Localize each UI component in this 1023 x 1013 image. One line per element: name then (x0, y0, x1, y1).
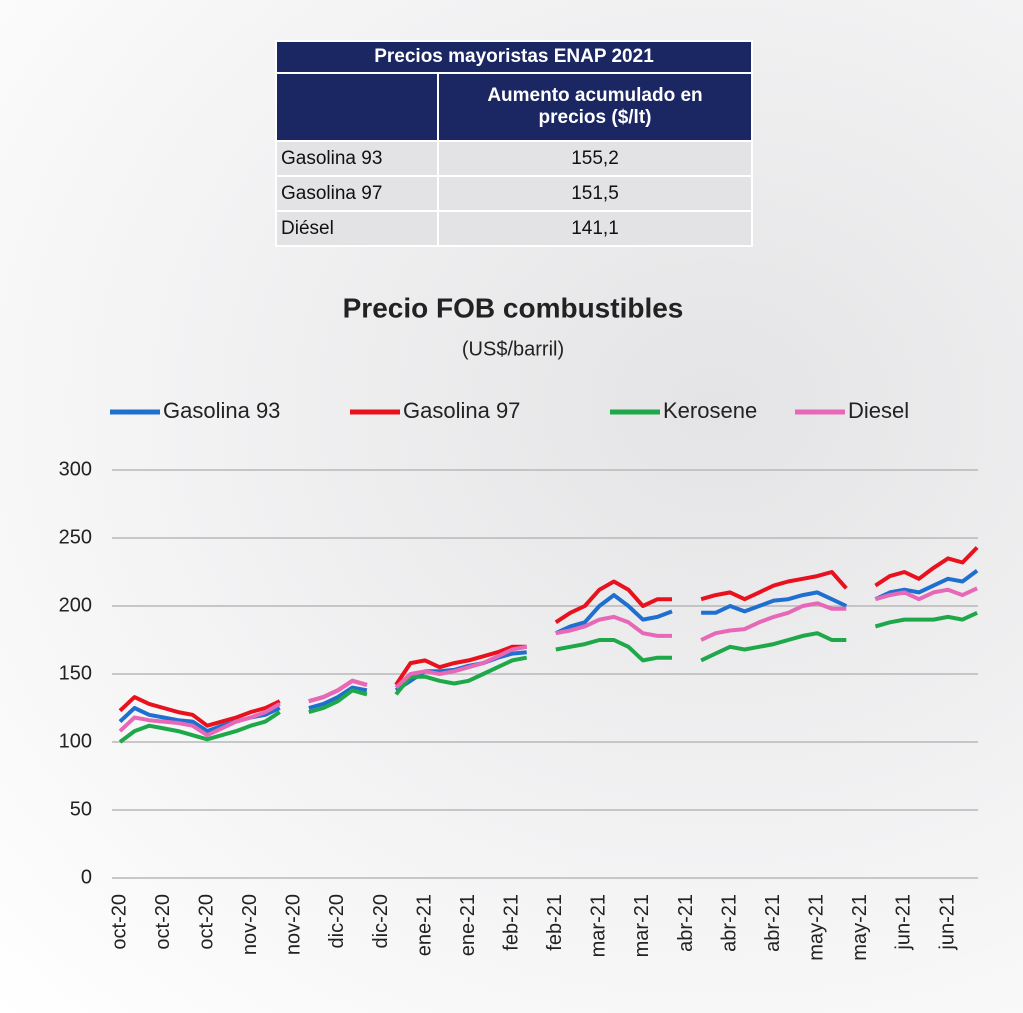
y-tick-label: 50 (70, 798, 92, 820)
y-tick-label: 300 (59, 458, 92, 480)
chart-title: Precio FOB combustibles (343, 292, 684, 323)
page: Precios mayoristas ENAP 2021 Aumento acu… (0, 0, 1023, 1013)
x-tick-label: feb-21 (500, 894, 522, 951)
legend-label: Kerosene (663, 398, 757, 423)
x-tick-label: oct-20 (152, 894, 174, 950)
series-line (120, 571, 977, 732)
x-tick-label: oct-20 (195, 894, 217, 950)
x-tick-label: mar-21 (588, 894, 610, 957)
x-tick-label: ene-21 (457, 894, 479, 956)
chart-subtitle: (US$/barril) (462, 338, 564, 360)
x-tick-label: abr-21 (762, 894, 784, 952)
y-tick-label: 150 (59, 662, 92, 684)
x-tick-label: ene-21 (413, 894, 435, 956)
x-tick-label: nov-20 (283, 894, 305, 955)
y-tick-label: 250 (59, 526, 92, 548)
legend-label: Gasolina 93 (163, 398, 280, 423)
legend-label: Gasolina 97 (403, 398, 520, 423)
y-tick-label: 100 (59, 730, 92, 752)
chart: Precio FOB combustibles (US$/barril) 0 50… (0, 0, 1023, 1013)
x-tick-label: abr-21 (675, 894, 697, 952)
x-tick-label: nov-20 (239, 894, 261, 955)
x-tick-label: mar-21 (631, 894, 653, 957)
x-tick-label: dic-20 (370, 894, 392, 948)
x-tick-label: abr-21 (718, 894, 740, 952)
y-tick-label: 200 (59, 594, 92, 616)
series-line (120, 548, 977, 726)
y-tick-label: 0 (81, 866, 92, 888)
x-tick-label: dic-20 (326, 894, 348, 948)
x-tick-label: oct-20 (108, 894, 130, 950)
legend-label: Diesel (848, 398, 909, 423)
series-line (120, 613, 977, 742)
x-tick-label: jun-21 (936, 894, 958, 951)
x-tick-label: may-21 (806, 894, 828, 961)
x-tick-label: feb-21 (544, 894, 566, 951)
x-tick-label: jun-21 (893, 894, 915, 951)
x-tick-label: may-21 (849, 894, 871, 961)
